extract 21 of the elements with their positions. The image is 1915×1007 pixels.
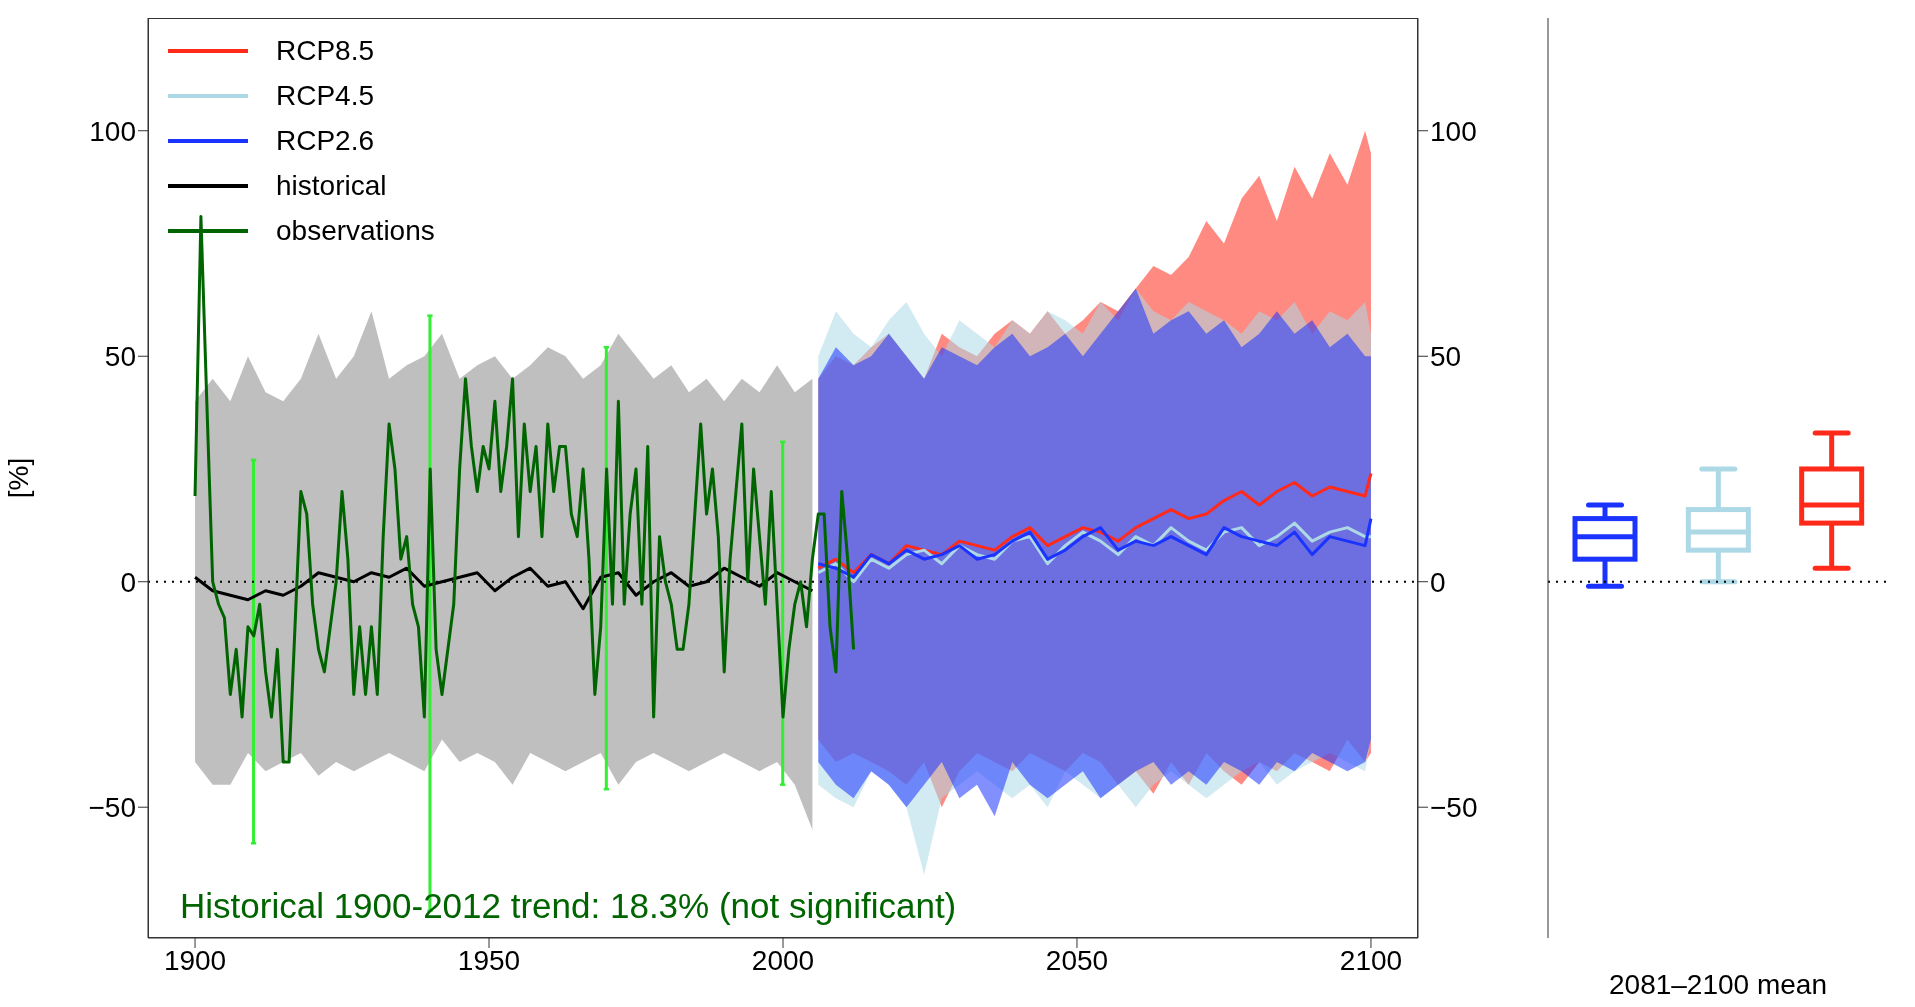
x-tick-label: 1950: [457, 944, 521, 976]
x-axis-title: 2081–2100 mean: [1609, 969, 1827, 1000]
legend-label: historical: [276, 169, 387, 202]
y2-tick-label: 100: [1430, 115, 1477, 147]
y-tick-label: 0: [120, 566, 136, 598]
x-tick-label: 2000: [751, 944, 815, 976]
y-tick-label: 100: [89, 115, 136, 147]
y2-tick-label: 50: [1430, 341, 1462, 373]
x-tick-label: 2050: [1045, 944, 1109, 976]
legend-label: observations: [276, 214, 435, 247]
y-tick-label: 50: [104, 341, 136, 373]
y-axis-title: [%]: [2, 457, 34, 499]
legend-label: RCP4.5: [276, 79, 375, 112]
y2-tick-label: −50: [1430, 792, 1478, 824]
annotation: Historical 1900-2012 trend: 18.3% (not significant): [180, 886, 957, 926]
y-tick-label: −50: [88, 792, 136, 824]
y2-tick-label: 0: [1430, 566, 1446, 598]
legend-label: RCP8.5: [276, 34, 375, 67]
x-tick-label: 2100: [1339, 944, 1403, 976]
x-tick-label: 1900: [163, 944, 227, 976]
legend-label: RCP2.6: [276, 124, 375, 157]
